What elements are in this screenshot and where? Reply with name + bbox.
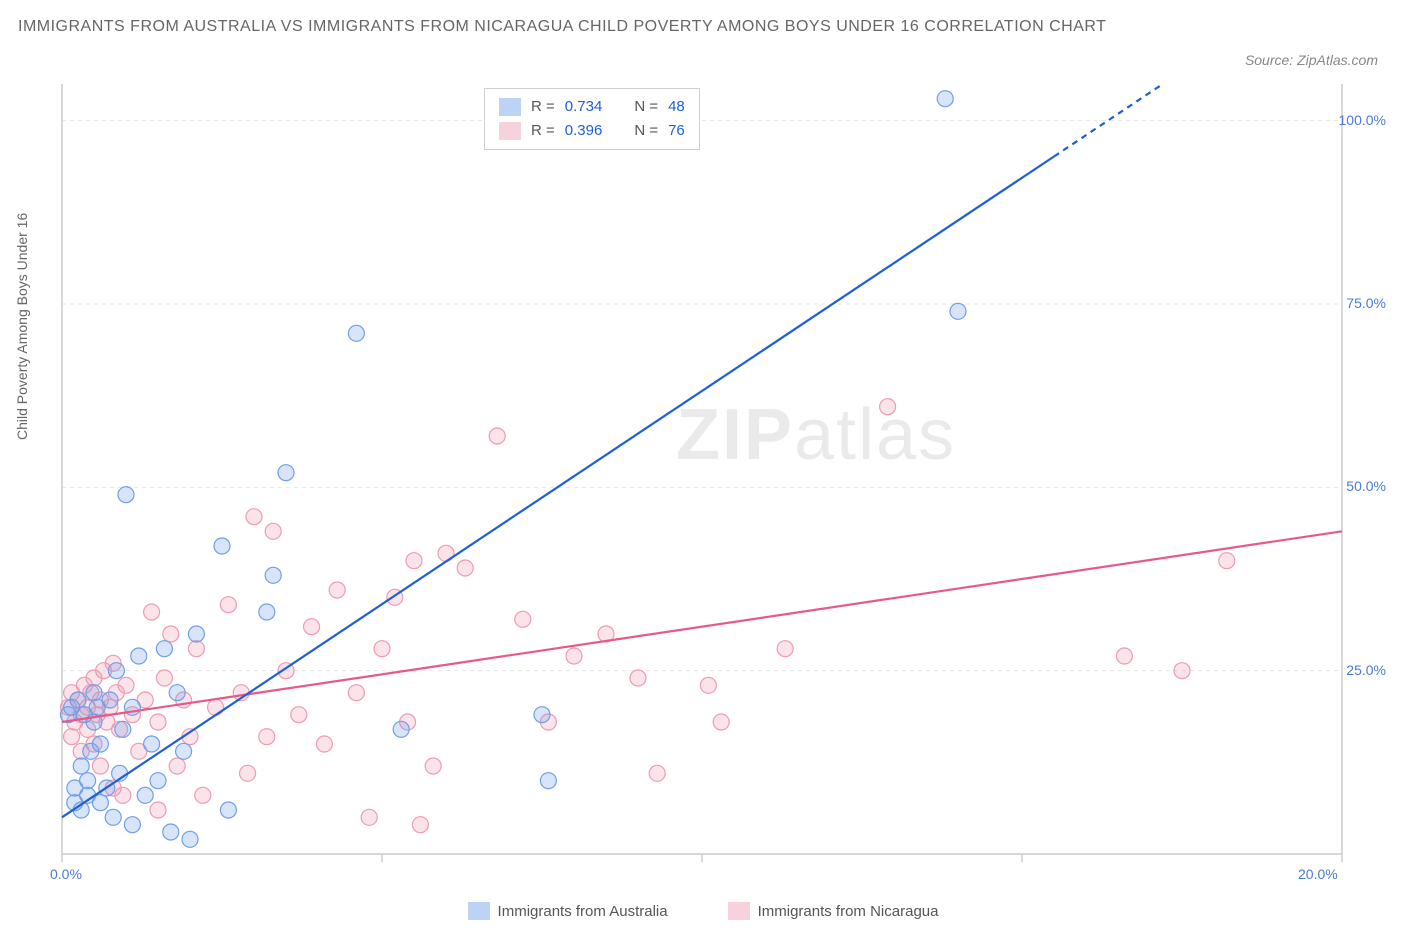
- n-value-australia: 48: [668, 95, 685, 119]
- source-credit: Source: ZipAtlas.com: [1245, 52, 1378, 68]
- swatch-australia: [499, 98, 521, 116]
- stats-row-australia: R = 0.734 N = 48: [499, 95, 685, 119]
- series-legend: Immigrants from Australia Immigrants fro…: [0, 902, 1406, 920]
- chart-area: ZIPatlas R = 0.734 N = 48 R = 0.396 N = …: [56, 84, 1374, 866]
- legend-label-nicaragua: Immigrants from Nicaragua: [758, 903, 939, 920]
- y-tick-label: 50.0%: [1346, 478, 1386, 494]
- n-label: N =: [634, 95, 658, 119]
- r-label: R =: [531, 95, 555, 119]
- chart-title: IMMIGRANTS FROM AUSTRALIA VS IMMIGRANTS …: [18, 14, 1106, 40]
- x-tick-label: 0.0%: [50, 866, 82, 882]
- y-axis-label: Child Poverty Among Boys Under 16: [14, 213, 30, 440]
- legend-item-nicaragua: Immigrants from Nicaragua: [728, 902, 939, 920]
- swatch-nicaragua: [499, 122, 521, 140]
- legend-item-australia: Immigrants from Australia: [468, 902, 668, 920]
- y-tick-label: 100.0%: [1339, 112, 1386, 128]
- swatch-australia: [468, 902, 490, 920]
- legend-label-australia: Immigrants from Australia: [498, 903, 668, 920]
- y-tick-label: 25.0%: [1346, 662, 1386, 678]
- stats-legend-box: R = 0.734 N = 48 R = 0.396 N = 76: [484, 88, 700, 150]
- stats-row-nicaragua: R = 0.396 N = 76: [499, 119, 685, 143]
- r-value-australia: 0.734: [565, 95, 603, 119]
- n-value-nicaragua: 76: [668, 119, 685, 143]
- n-label: N =: [634, 119, 658, 143]
- r-value-nicaragua: 0.396: [565, 119, 603, 143]
- r-label: R =: [531, 119, 555, 143]
- swatch-nicaragua: [728, 902, 750, 920]
- y-tick-label: 75.0%: [1346, 295, 1386, 311]
- x-tick-label: 20.0%: [1298, 866, 1338, 882]
- scatter-chart: [56, 84, 1374, 866]
